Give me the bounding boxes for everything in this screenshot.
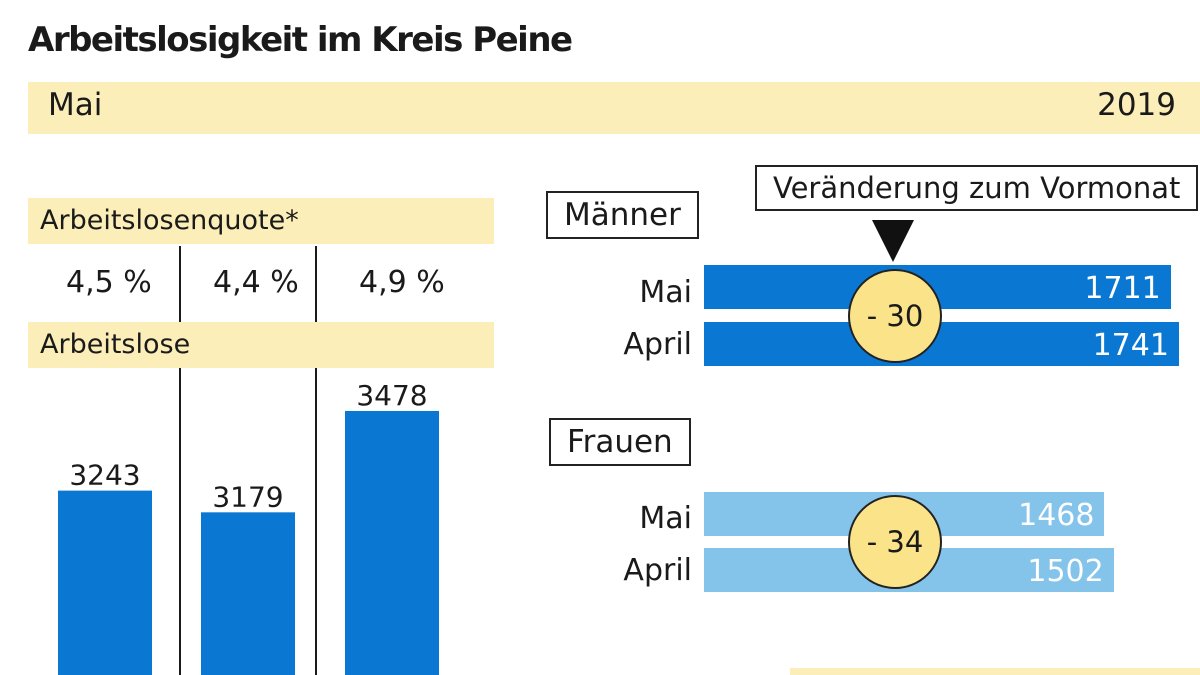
rate-value-2: 4,4 %	[213, 265, 299, 300]
men-bar-2: 1741	[704, 322, 1179, 366]
rate-divider-1	[179, 246, 181, 322]
women-row-label-april: April	[623, 553, 692, 588]
women-bar-value-2: 1502	[1027, 554, 1104, 589]
bar-1	[58, 490, 152, 675]
men-row-label-may: Mai	[639, 275, 692, 310]
bar-divider-1	[179, 368, 181, 675]
women-label: Frauen	[549, 418, 691, 466]
women-row-label-may: Mai	[639, 501, 692, 536]
men-change-badge: - 30	[848, 269, 942, 363]
men-bar-value-1: 1711	[1084, 271, 1161, 306]
men-label: Männer	[546, 191, 699, 239]
bar-2	[201, 512, 295, 675]
unemployed-label: Arbeitslose	[40, 329, 191, 360]
rate-label-band	[28, 198, 494, 244]
bar-divider-2	[315, 368, 317, 675]
rate-label: Arbeitslosenquote*	[40, 205, 299, 236]
period-band	[28, 82, 1200, 134]
women-bar-value-1: 1468	[1018, 498, 1095, 533]
bar-value-label-1: 3243	[69, 459, 140, 492]
bar-value-label-2: 3179	[212, 480, 283, 513]
rate-divider-2	[315, 246, 317, 322]
men-bar-value-2: 1741	[1092, 328, 1169, 363]
men-row-label-april: April	[623, 327, 692, 362]
chart-title: Arbeitslosigkeit im Kreis Peine	[28, 20, 573, 60]
period-year: 2019	[1097, 87, 1176, 123]
change-note: Veränderung zum Vormonat	[755, 165, 1199, 211]
bar-value-label-3: 3478	[356, 379, 427, 412]
unemployed-label-band	[28, 322, 494, 368]
women-change-badge: - 34	[848, 495, 942, 589]
bar-3	[345, 410, 439, 675]
footer-band	[790, 668, 1200, 675]
vertical-bar-chart: 3243 3179 3478	[58, 379, 439, 675]
rate-value-3: 4,9 %	[359, 265, 445, 300]
period-month: Mai	[48, 87, 103, 123]
rate-value-1: 4,5 %	[66, 265, 152, 300]
pointer-triangle	[872, 220, 914, 262]
